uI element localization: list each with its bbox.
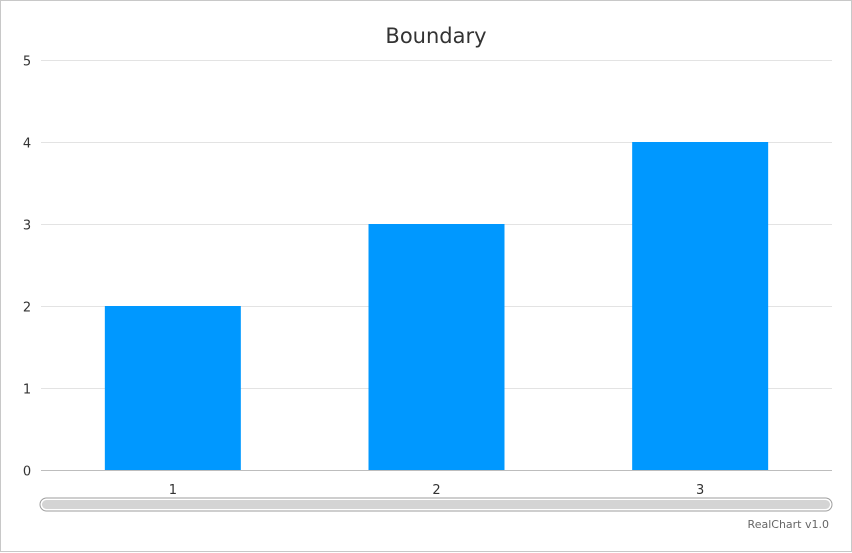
y-tick-label: 1 (23, 383, 31, 398)
x-axis: 1 2 3 (169, 483, 705, 498)
y-tick-label: 3 (23, 219, 31, 234)
scrollbar-thumb[interactable] (42, 500, 830, 509)
y-axis: 0 1 2 3 4 5 (23, 55, 31, 480)
x-tick-label: 1 (169, 483, 177, 498)
y-tick-label: 5 (23, 55, 31, 70)
x-tick-label: 3 (696, 483, 704, 498)
scrollbar[interactable] (39, 497, 833, 512)
bar[interactable] (632, 142, 769, 470)
bar-series (104, 142, 769, 470)
bar[interactable] (368, 224, 505, 470)
y-tick-label: 4 (23, 137, 31, 152)
x-tick-label: 2 (432, 483, 440, 498)
chart-title: Boundary (385, 24, 486, 48)
y-tick-label: 0 (23, 465, 31, 480)
bar[interactable] (104, 306, 241, 470)
y-tick-label: 2 (23, 301, 31, 316)
credit-label: RealChart v1.0 (748, 518, 829, 531)
